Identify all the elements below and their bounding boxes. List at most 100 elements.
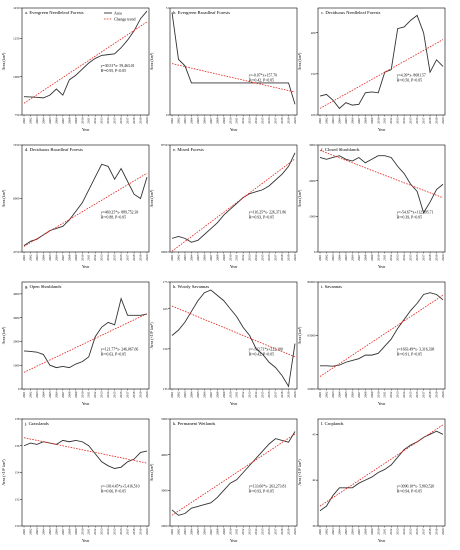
trend-equation: y=-1014.45*x+5,416,510 — [101, 484, 140, 489]
trend-line — [23, 437, 148, 464]
x-tick-label: 2003 — [35, 528, 39, 535]
x-tick-label: 2009 — [74, 391, 78, 398]
y-tick-label: 152 — [15, 497, 20, 501]
x-tick-label: 2017 — [126, 254, 130, 261]
x-tick-label: 2009 — [222, 117, 226, 124]
x-tick-label: 2005 — [48, 391, 52, 398]
x-tick-label: 2020 — [145, 117, 149, 124]
x-tick-label: 2008 — [67, 117, 71, 124]
y-tick-label: 150 — [163, 347, 168, 351]
x-tick-label: 2008 — [363, 254, 367, 261]
x-tick-label: 2004 — [337, 254, 341, 261]
x-tick-label: 2013 — [100, 254, 104, 261]
panel-title: i. Savannas — [321, 284, 342, 289]
panel-frame — [169, 144, 298, 253]
x-axis-label: Year — [82, 264, 90, 269]
x-tick-label: 2003 — [35, 254, 39, 261]
x-tick-label: 2010 — [376, 254, 380, 261]
legend-trend-label: Change trend — [114, 16, 135, 21]
x-tick-label: 2002 — [324, 391, 328, 398]
x-tick-label: 2011 — [383, 117, 387, 124]
x-tick-label: 2011 — [235, 391, 239, 398]
trend-r2: R²=0.66, P<0.05 — [101, 489, 126, 494]
y-tick-label: 158 — [15, 417, 20, 421]
y-tick-label: 42 — [312, 478, 316, 482]
x-tick-label: 2007 — [357, 391, 361, 398]
y-tick-label: 2000 — [13, 340, 20, 344]
y-tick-label: 8750 — [161, 143, 168, 147]
x-tick-label: 2016 — [415, 117, 419, 124]
x-tick-label: 2014 — [254, 117, 258, 124]
y-tick-label: 200 — [311, 31, 316, 35]
x-tick-label: 2012 — [241, 391, 245, 398]
x-tick-label: 2018 — [132, 254, 136, 261]
trend-equation: y=3090.10*x- 5,803,520 — [397, 484, 435, 489]
area-line — [23, 297, 148, 369]
x-tick-label: 2018 — [428, 391, 432, 398]
x-tick-label: 2018 — [428, 117, 432, 124]
area-line — [319, 430, 444, 512]
x-axis-label: Year — [230, 127, 238, 132]
y-tick-label: 45 — [312, 432, 316, 436]
panel-frame — [169, 281, 298, 390]
x-tick-label: 2009 — [74, 117, 78, 124]
x-tick-label: 2013 — [248, 391, 252, 398]
x-tick-label: 2005 — [344, 528, 348, 535]
x-tick-label: 2017 — [422, 391, 426, 398]
x-tick-label: 2003 — [183, 117, 187, 124]
panel-frame — [21, 7, 150, 116]
x-tick-label: 2005 — [196, 117, 200, 124]
x-tick-label: 2002 — [176, 254, 180, 261]
y-axis-label: Area (km²) — [1, 52, 6, 70]
x-tick-label: 2010 — [80, 254, 84, 261]
x-tick-label: 2004 — [337, 391, 341, 398]
trend-line — [319, 294, 444, 377]
x-tick-label: 2017 — [422, 117, 426, 124]
x-tick-label: 2008 — [215, 254, 219, 261]
y-tick-label: 6000 — [161, 250, 168, 254]
x-tick-label: 2014 — [254, 254, 258, 261]
x-tick-label: 2014 — [402, 528, 406, 535]
x-tick-label: 2014 — [402, 391, 406, 398]
trend-line — [319, 149, 444, 199]
x-axis-label: Year — [230, 401, 238, 406]
y-tick-label: 3000 — [13, 316, 20, 320]
x-tick-label: 2001 — [22, 117, 26, 124]
trend-r2: R²=0.63, P<0.05 — [101, 352, 126, 357]
panel-3: d. Deciduous Broadleaf Forests 4750 6000 72… — [1, 143, 150, 269]
trend-equation: y=133.60*x- 263,273.81 — [249, 484, 287, 489]
y-tick-label: 39 — [312, 524, 316, 528]
x-tick-label: 2004 — [189, 254, 193, 261]
x-tick-label: 2008 — [215, 528, 219, 535]
panel-title: l. Croplands — [321, 421, 344, 426]
panel-4: e. Mixed Forests 6000 8750 2001 2002 2003 2004… — [149, 143, 298, 269]
x-tick-label: 2015 — [409, 254, 413, 261]
x-tick-label: 2003 — [331, 254, 335, 261]
x-tick-label: 2001 — [318, 117, 322, 124]
y-tick-label: 150 — [311, 72, 316, 76]
panel-frame — [317, 144, 446, 253]
x-tick-label: 2007 — [357, 528, 361, 535]
x-tick-label: 2020 — [145, 254, 149, 261]
x-tick-label: 2009 — [74, 528, 78, 535]
x-tick-label: 2013 — [100, 391, 104, 398]
x-tick-label: 2011 — [87, 528, 91, 535]
x-tick-label: 2018 — [132, 528, 136, 535]
x-tick-label: 2018 — [280, 528, 284, 535]
x-tick-label: 2017 — [274, 254, 278, 261]
trend-r2: R²=0.42, P<0.05 — [249, 78, 274, 83]
x-tick-label: 2002 — [324, 254, 328, 261]
x-tick-label: 2007 — [357, 254, 361, 261]
x-tick-label: 2009 — [74, 254, 78, 261]
area-line — [23, 163, 148, 246]
panel-title: j. Grasslands — [24, 421, 49, 426]
x-tick-label: 2003 — [331, 391, 335, 398]
x-tick-label: 2007 — [209, 528, 213, 535]
trend-equation: y=1663.49*x- 3,316,338 — [397, 347, 435, 352]
x-tick-label: 2002 — [28, 528, 32, 535]
x-axis-label: Year — [82, 127, 90, 132]
x-tick-label: 2011 — [235, 117, 239, 124]
x-axis-label: Year — [82, 538, 90, 543]
trend-line — [23, 313, 148, 373]
x-tick-label: 2005 — [196, 254, 200, 261]
